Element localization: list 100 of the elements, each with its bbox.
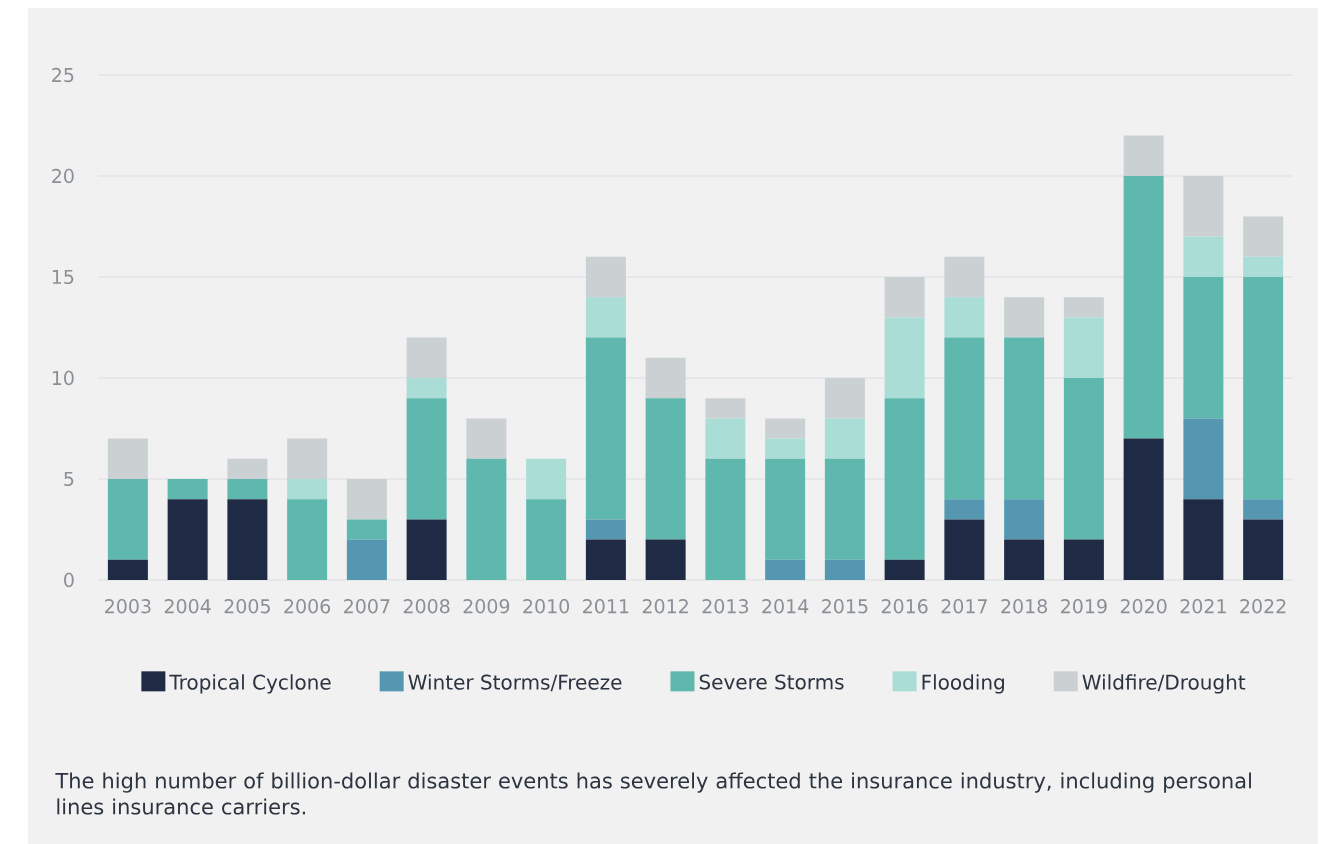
x-tick-label: 2004 xyxy=(164,599,211,614)
bar xyxy=(227,458,268,479)
y-tick-label: 5 xyxy=(64,471,74,487)
x-tick-label: 2019 xyxy=(1061,599,1107,614)
bar xyxy=(765,559,806,580)
x-tick-label: 2008 xyxy=(403,599,450,614)
bar xyxy=(1123,175,1164,439)
bar xyxy=(406,377,447,399)
bar xyxy=(944,337,985,500)
legend-label: Flooding xyxy=(922,674,1004,694)
bar xyxy=(1063,539,1104,580)
bar xyxy=(1123,438,1164,580)
bar xyxy=(227,478,268,500)
bar xyxy=(645,539,686,580)
bar xyxy=(1004,337,1045,500)
bar xyxy=(1183,175,1224,237)
bar xyxy=(167,478,208,500)
x-tick-label: 2007 xyxy=(344,599,390,614)
bar xyxy=(944,297,985,338)
bar xyxy=(1243,499,1284,520)
bar xyxy=(406,398,447,520)
x-tick-label: 2014 xyxy=(762,599,809,614)
x-tick-label: 2012 xyxy=(642,599,688,614)
bar xyxy=(705,398,746,419)
bar xyxy=(1123,135,1164,176)
bar xyxy=(406,519,447,580)
x-tick-label: 2010 xyxy=(523,599,570,614)
bar xyxy=(406,337,447,378)
x-tick-label: 2005 xyxy=(224,599,270,614)
bar xyxy=(884,559,925,580)
y-tick-label: 10 xyxy=(52,370,74,386)
legend-label: Winter Storms/Freeze xyxy=(408,674,622,692)
x-tick-label: 2021 xyxy=(1180,599,1226,614)
bar xyxy=(526,499,567,580)
legend-label: Severe Storms xyxy=(699,674,844,690)
bar xyxy=(765,458,806,560)
legend-label: Tropical Cyclone xyxy=(169,674,331,694)
bar xyxy=(824,377,865,419)
bar xyxy=(884,276,925,318)
bar xyxy=(585,337,626,520)
bar xyxy=(585,539,626,580)
bar xyxy=(645,357,686,399)
bar xyxy=(1063,317,1104,378)
bar xyxy=(287,438,328,479)
bar xyxy=(765,438,806,459)
bar xyxy=(824,418,865,459)
bar xyxy=(585,519,626,540)
bar xyxy=(1243,216,1284,257)
bar xyxy=(1183,418,1224,500)
bar xyxy=(884,398,925,560)
bar xyxy=(824,458,865,560)
bar xyxy=(944,519,985,580)
text: The high number of billion-dollar disaster events has severely affected the insurance industry, including personal lines insurance carriers. xyxy=(55,772,1251,815)
y-tick-label: 20 xyxy=(52,168,74,184)
x-tick-label: 2009 xyxy=(463,599,510,614)
y-tick-label: 15 xyxy=(52,269,74,285)
x-tick-label: 2016 xyxy=(881,599,928,614)
bar xyxy=(1063,377,1104,540)
x-tick-label: 2017 xyxy=(941,599,987,614)
x-tick-label: 2018 xyxy=(1001,599,1047,614)
bar xyxy=(466,418,507,459)
bar xyxy=(1004,539,1045,580)
bar xyxy=(1183,236,1224,277)
bar xyxy=(287,478,328,500)
bar xyxy=(1004,499,1045,540)
y-tick-label: 0 xyxy=(64,572,74,588)
bar xyxy=(1243,519,1284,580)
bar xyxy=(346,539,387,580)
legend-label: Wildfire/Drought xyxy=(1082,674,1246,694)
bar xyxy=(1004,297,1045,338)
x-tick-label: 2022 xyxy=(1240,599,1286,614)
bar xyxy=(824,559,865,580)
bar xyxy=(585,256,626,298)
bar xyxy=(107,478,148,560)
bar xyxy=(107,559,148,580)
bar xyxy=(526,458,567,500)
x-tick-label: 2020 xyxy=(1120,599,1167,614)
x-tick-label: 2013 xyxy=(702,599,749,614)
bar xyxy=(346,519,387,540)
bar xyxy=(705,418,746,459)
bar xyxy=(765,418,806,439)
bar xyxy=(884,317,925,399)
bar xyxy=(346,478,387,520)
bar xyxy=(1183,276,1224,419)
bar xyxy=(944,256,985,298)
bar xyxy=(1183,499,1224,580)
bar xyxy=(466,458,507,580)
bar xyxy=(167,499,208,580)
x-tick-label: 2015 xyxy=(822,599,868,614)
bar xyxy=(107,438,148,479)
bar xyxy=(944,499,985,520)
bar xyxy=(287,499,328,580)
bar xyxy=(705,458,746,580)
bar xyxy=(585,297,626,338)
x-tick-label: 2011 xyxy=(583,599,629,614)
bar xyxy=(1063,297,1104,318)
bar xyxy=(645,398,686,540)
bar xyxy=(1243,256,1284,277)
x-tick-label: 2006 xyxy=(284,599,331,614)
x-tick-label: 2003 xyxy=(105,599,151,614)
